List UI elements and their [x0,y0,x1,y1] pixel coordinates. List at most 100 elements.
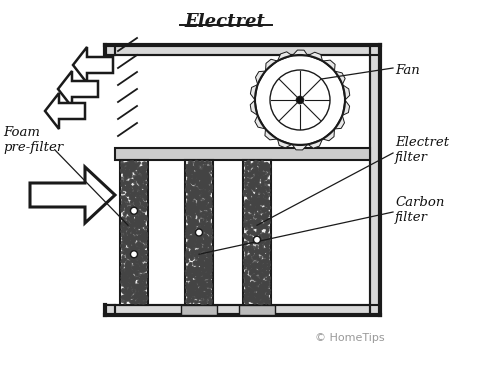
Point [264,290,272,296]
Point [118,272,126,277]
Point [260,170,268,176]
Point [192,160,200,166]
Point [205,203,213,209]
Point [250,162,258,168]
Point [197,235,205,241]
Point [264,269,272,275]
Point [250,185,258,191]
Point [257,192,265,198]
Point [244,192,252,198]
Point [195,293,203,299]
Point [127,160,135,165]
Point [132,171,140,177]
Point [246,239,254,245]
Point [130,266,138,272]
Point [187,221,195,227]
Point [189,267,197,273]
Point [132,205,140,211]
Point [138,211,146,217]
Point [248,200,256,205]
Point [196,227,203,233]
Point [120,168,128,174]
Point [194,164,202,169]
Point [249,295,257,300]
Point [194,271,202,277]
Point [130,284,138,290]
Point [262,207,270,213]
Point [253,195,261,201]
Point [258,206,266,212]
Point [196,194,204,200]
Point [208,230,216,236]
Point [126,264,134,269]
Point [200,205,207,211]
Point [186,280,194,286]
Point [255,250,263,256]
Point [139,228,147,234]
Point [262,270,270,276]
Point [138,165,146,171]
Point [256,300,264,306]
Point [253,191,261,196]
Point [253,162,261,168]
Point [197,203,205,209]
Point [196,176,204,181]
Point [124,163,132,169]
Point [126,227,134,233]
Point [130,280,138,286]
Point [259,257,267,263]
Point [140,189,148,195]
Point [126,162,134,168]
Point [187,236,195,242]
Point [243,165,251,170]
Point [129,275,137,281]
Point [122,174,130,180]
Point [246,295,254,301]
Point [250,275,258,281]
Point [134,255,141,261]
Point [242,177,250,183]
Point [196,181,203,187]
Point [202,300,209,306]
Point [124,165,132,171]
Point [196,282,204,288]
Point [142,184,150,189]
Point [259,251,267,257]
Point [262,214,270,220]
Point [198,175,206,181]
Point [203,234,211,240]
Point [241,208,249,214]
Point [190,242,198,248]
Point [198,277,205,283]
Point [135,237,143,243]
Point [260,208,268,214]
Point [138,189,146,195]
Point [241,224,249,230]
Point [203,172,211,178]
Point [204,205,212,211]
Point [184,198,192,204]
Point [120,234,128,240]
Point [182,187,190,193]
Point [256,217,264,223]
Point [188,240,196,246]
Point [206,249,214,255]
Point [259,184,267,190]
Point [204,268,212,273]
Point [182,253,190,258]
Point [206,186,214,192]
Point [264,217,272,223]
Point [127,268,135,273]
Point [208,250,216,256]
Point [264,220,272,226]
Point [194,168,202,174]
Point [196,277,204,283]
Point [128,251,136,257]
Point [253,264,261,270]
Point [254,197,262,203]
Point [247,298,255,304]
Point [194,250,202,256]
Point [126,188,134,194]
Point [256,209,264,215]
Point [188,180,196,185]
